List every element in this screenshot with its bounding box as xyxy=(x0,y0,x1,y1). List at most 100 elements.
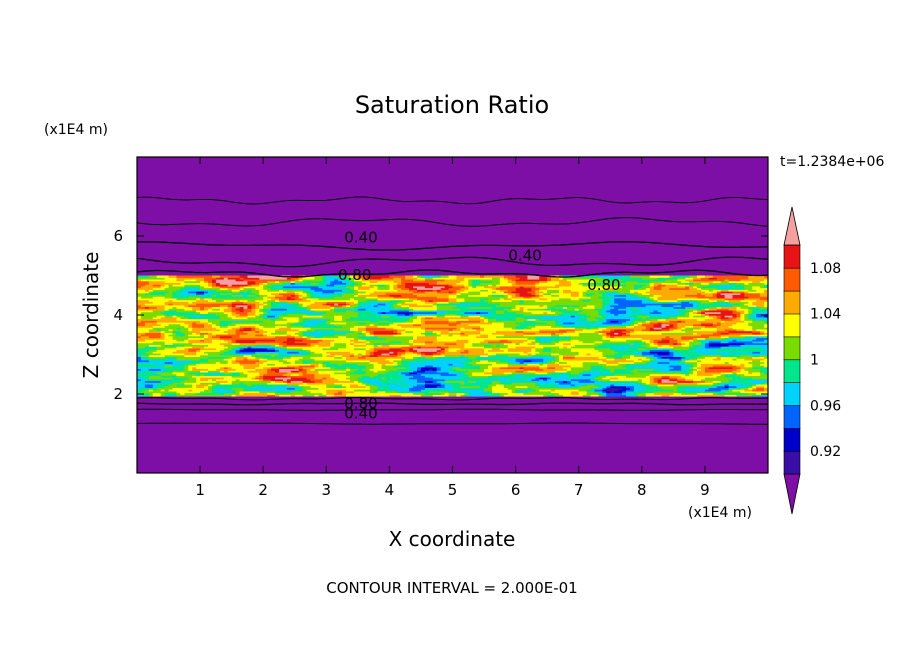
field-cell xyxy=(409,352,414,356)
field-cell xyxy=(633,346,639,349)
field-cell xyxy=(219,394,225,397)
field-cell xyxy=(543,377,548,380)
field-cell xyxy=(326,356,331,359)
field-cell xyxy=(452,387,458,390)
field-cell xyxy=(598,346,603,349)
field-cell xyxy=(278,346,284,349)
field-cell xyxy=(200,378,205,382)
field-cell xyxy=(349,392,355,395)
field-cell xyxy=(160,382,166,385)
field-cell xyxy=(172,363,178,366)
field-cell xyxy=(641,387,647,390)
field-cell xyxy=(527,354,532,357)
field-cell xyxy=(211,375,217,378)
field-cell xyxy=(420,389,426,392)
field-cell xyxy=(314,373,320,376)
field-cell xyxy=(669,394,674,397)
field-cell xyxy=(527,342,532,345)
field-cell xyxy=(653,352,659,356)
field-cell xyxy=(653,383,659,387)
field-cell xyxy=(144,342,150,345)
field-cell xyxy=(535,344,540,347)
field-cell xyxy=(231,351,237,354)
field-cell xyxy=(760,347,765,351)
field-cell xyxy=(334,390,339,394)
field-cell xyxy=(531,394,536,397)
field-cell xyxy=(472,368,477,371)
field-cell xyxy=(361,365,367,368)
field-cell xyxy=(413,378,418,382)
field-cell xyxy=(420,373,426,376)
field-cell xyxy=(255,365,260,368)
field-cell xyxy=(677,377,682,380)
field-cell xyxy=(543,358,548,361)
field-cell xyxy=(424,392,430,395)
field-cell xyxy=(708,365,714,368)
field-cell xyxy=(342,373,347,376)
field-cell xyxy=(704,344,710,347)
field-cell xyxy=(357,375,363,378)
field-cell xyxy=(251,392,256,395)
field-cell xyxy=(271,344,276,347)
field-cell xyxy=(440,375,446,378)
field-cell xyxy=(629,382,635,385)
field-cell xyxy=(586,378,592,382)
field-cell xyxy=(207,365,213,368)
field-cell xyxy=(511,385,517,388)
field-cell xyxy=(641,392,647,395)
field-cell xyxy=(752,390,757,394)
field-cell xyxy=(275,361,280,364)
field-cell xyxy=(716,351,722,354)
field-cell xyxy=(681,389,686,392)
field-cell xyxy=(614,342,619,345)
field-cell xyxy=(653,389,659,392)
field-cell xyxy=(381,342,387,345)
field-cell xyxy=(578,365,584,368)
field-cell xyxy=(606,385,611,388)
field-cell xyxy=(499,371,505,375)
field-cell xyxy=(555,359,560,363)
field-cell xyxy=(393,361,398,364)
field-cell xyxy=(689,342,694,345)
field-cell xyxy=(318,365,323,368)
field-cell xyxy=(665,392,670,395)
field-cell xyxy=(665,361,670,364)
field-cell xyxy=(527,383,532,387)
field-cell xyxy=(184,370,189,373)
field-cell xyxy=(243,342,249,345)
field-cell xyxy=(574,370,580,373)
field-cell xyxy=(361,359,367,363)
field-cell xyxy=(160,351,166,354)
field-cell xyxy=(657,370,663,373)
field-cell xyxy=(618,351,623,354)
field-cell xyxy=(369,365,375,368)
field-cell xyxy=(322,377,327,380)
field-cell xyxy=(247,359,252,363)
field-cell xyxy=(673,347,678,351)
field-cell xyxy=(590,380,596,383)
field-cell xyxy=(271,368,276,371)
field-cell xyxy=(334,349,339,352)
field-cell xyxy=(523,346,529,349)
field-cell xyxy=(586,365,592,368)
field-cell xyxy=(338,356,343,359)
field-cell xyxy=(704,359,710,363)
field-cell xyxy=(322,373,327,376)
field-cell xyxy=(369,368,375,371)
field-cell xyxy=(271,390,276,394)
field-cell xyxy=(424,390,430,394)
field-cell xyxy=(405,378,410,382)
field-cell xyxy=(543,383,548,387)
field-cell xyxy=(168,349,174,352)
field-cell xyxy=(728,361,734,364)
field-cell xyxy=(610,390,615,394)
field-cell xyxy=(472,351,477,354)
field-cell xyxy=(318,380,323,383)
field-cell xyxy=(511,342,517,345)
field-cell xyxy=(211,344,217,347)
field-cell xyxy=(365,363,371,366)
field-cell xyxy=(215,347,221,351)
field-cell xyxy=(590,387,596,390)
field-cell xyxy=(444,368,450,371)
field-cell xyxy=(515,392,521,395)
